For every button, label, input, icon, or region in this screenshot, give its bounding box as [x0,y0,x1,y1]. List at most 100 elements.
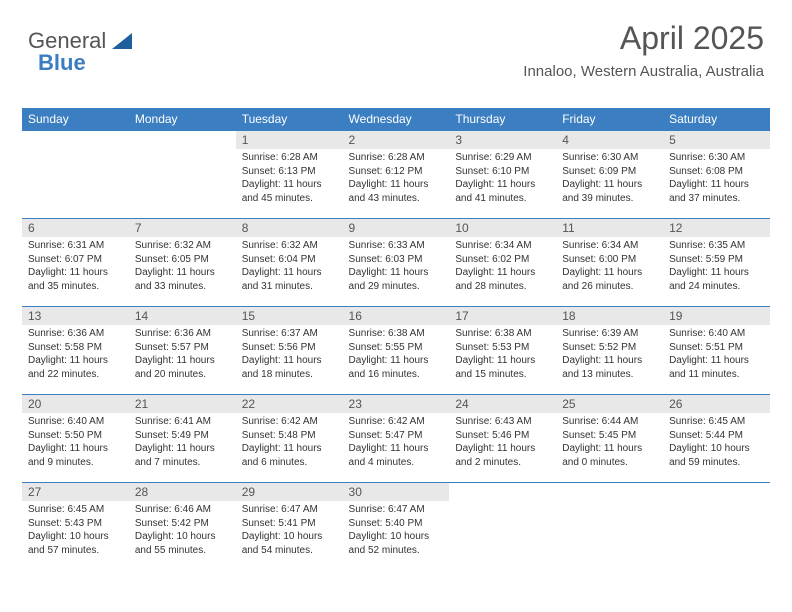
weekday-header: Tuesday [236,108,343,131]
weekday-header: Thursday [449,108,556,131]
day-details: Sunrise: 6:45 AMSunset: 5:44 PMDaylight:… [663,413,770,473]
day-number: 12 [663,219,770,237]
day-number: 22 [236,395,343,413]
day-number: 1 [236,131,343,149]
day-details: Sunrise: 6:39 AMSunset: 5:52 PMDaylight:… [556,325,663,385]
logo-text-2: Blue [38,50,86,76]
day-number: 5 [663,131,770,149]
day-details: Sunrise: 6:42 AMSunset: 5:47 PMDaylight:… [343,413,450,473]
weekday-header: Saturday [663,108,770,131]
calendar-day-cell: 21Sunrise: 6:41 AMSunset: 5:49 PMDayligh… [129,395,236,483]
day-number: 23 [343,395,450,413]
day-number: 28 [129,483,236,501]
day-number: 27 [22,483,129,501]
calendar-week-row: 13Sunrise: 6:36 AMSunset: 5:58 PMDayligh… [22,307,770,395]
day-details: Sunrise: 6:34 AMSunset: 6:02 PMDaylight:… [449,237,556,297]
calendar-day-cell: 10Sunrise: 6:34 AMSunset: 6:02 PMDayligh… [449,219,556,307]
calendar-day-cell: 15Sunrise: 6:37 AMSunset: 5:56 PMDayligh… [236,307,343,395]
day-number: 29 [236,483,343,501]
calendar-day-cell: 13Sunrise: 6:36 AMSunset: 5:58 PMDayligh… [22,307,129,395]
calendar-day-cell: 28Sunrise: 6:46 AMSunset: 5:42 PMDayligh… [129,483,236,571]
calendar-day-cell: 16Sunrise: 6:38 AMSunset: 5:55 PMDayligh… [343,307,450,395]
day-number: 2 [343,131,450,149]
calendar-day-cell: 6Sunrise: 6:31 AMSunset: 6:07 PMDaylight… [22,219,129,307]
day-details: Sunrise: 6:40 AMSunset: 5:51 PMDaylight:… [663,325,770,385]
day-number: 17 [449,307,556,325]
day-details: Sunrise: 6:32 AMSunset: 6:04 PMDaylight:… [236,237,343,297]
day-details: Sunrise: 6:47 AMSunset: 5:40 PMDaylight:… [343,501,450,561]
calendar-day-cell: 12Sunrise: 6:35 AMSunset: 5:59 PMDayligh… [663,219,770,307]
calendar-day-cell: 30Sunrise: 6:47 AMSunset: 5:40 PMDayligh… [343,483,450,571]
calendar-day-cell: 26Sunrise: 6:45 AMSunset: 5:44 PMDayligh… [663,395,770,483]
calendar-day-cell [449,483,556,571]
day-details: Sunrise: 6:44 AMSunset: 5:45 PMDaylight:… [556,413,663,473]
day-details: Sunrise: 6:41 AMSunset: 5:49 PMDaylight:… [129,413,236,473]
day-details: Sunrise: 6:38 AMSunset: 5:55 PMDaylight:… [343,325,450,385]
day-details: Sunrise: 6:36 AMSunset: 5:57 PMDaylight:… [129,325,236,385]
calendar-day-cell: 9Sunrise: 6:33 AMSunset: 6:03 PMDaylight… [343,219,450,307]
day-number: 9 [343,219,450,237]
calendar-week-row: 27Sunrise: 6:45 AMSunset: 5:43 PMDayligh… [22,483,770,571]
day-number: 10 [449,219,556,237]
day-number: 11 [556,219,663,237]
calendar-day-cell: 14Sunrise: 6:36 AMSunset: 5:57 PMDayligh… [129,307,236,395]
calendar-day-cell: 19Sunrise: 6:40 AMSunset: 5:51 PMDayligh… [663,307,770,395]
day-number: 7 [129,219,236,237]
calendar-day-cell: 2Sunrise: 6:28 AMSunset: 6:12 PMDaylight… [343,131,450,219]
day-details: Sunrise: 6:36 AMSunset: 5:58 PMDaylight:… [22,325,129,385]
calendar-day-cell: 17Sunrise: 6:38 AMSunset: 5:53 PMDayligh… [449,307,556,395]
calendar-day-cell: 5Sunrise: 6:30 AMSunset: 6:08 PMDaylight… [663,131,770,219]
calendar-day-cell: 11Sunrise: 6:34 AMSunset: 6:00 PMDayligh… [556,219,663,307]
calendar-day-cell: 3Sunrise: 6:29 AMSunset: 6:10 PMDaylight… [449,131,556,219]
day-details: Sunrise: 6:43 AMSunset: 5:46 PMDaylight:… [449,413,556,473]
calendar-day-cell [556,483,663,571]
day-number: 18 [556,307,663,325]
day-number: 13 [22,307,129,325]
calendar-day-cell [663,483,770,571]
calendar-day-cell: 1Sunrise: 6:28 AMSunset: 6:13 PMDaylight… [236,131,343,219]
day-number: 8 [236,219,343,237]
calendar-day-cell: 25Sunrise: 6:44 AMSunset: 5:45 PMDayligh… [556,395,663,483]
day-number: 30 [343,483,450,501]
calendar-day-cell: 22Sunrise: 6:42 AMSunset: 5:48 PMDayligh… [236,395,343,483]
day-details: Sunrise: 6:45 AMSunset: 5:43 PMDaylight:… [22,501,129,561]
calendar-day-cell: 24Sunrise: 6:43 AMSunset: 5:46 PMDayligh… [449,395,556,483]
calendar-table: SundayMondayTuesdayWednesdayThursdayFrid… [22,108,770,571]
calendar-day-cell: 18Sunrise: 6:39 AMSunset: 5:52 PMDayligh… [556,307,663,395]
calendar-day-cell: 29Sunrise: 6:47 AMSunset: 5:41 PMDayligh… [236,483,343,571]
day-number: 14 [129,307,236,325]
calendar-day-cell: 4Sunrise: 6:30 AMSunset: 6:09 PMDaylight… [556,131,663,219]
day-number: 26 [663,395,770,413]
day-number: 25 [556,395,663,413]
weekday-header: Wednesday [343,108,450,131]
day-details: Sunrise: 6:35 AMSunset: 5:59 PMDaylight:… [663,237,770,297]
day-details: Sunrise: 6:28 AMSunset: 6:13 PMDaylight:… [236,149,343,209]
calendar-day-cell: 7Sunrise: 6:32 AMSunset: 6:05 PMDaylight… [129,219,236,307]
calendar-day-cell [22,131,129,219]
day-number: 4 [556,131,663,149]
day-details: Sunrise: 6:29 AMSunset: 6:10 PMDaylight:… [449,149,556,209]
calendar-day-cell: 20Sunrise: 6:40 AMSunset: 5:50 PMDayligh… [22,395,129,483]
day-details: Sunrise: 6:30 AMSunset: 6:08 PMDaylight:… [663,149,770,209]
day-number: 21 [129,395,236,413]
calendar-week-row: 1Sunrise: 6:28 AMSunset: 6:13 PMDaylight… [22,131,770,219]
day-number: 19 [663,307,770,325]
day-details: Sunrise: 6:38 AMSunset: 5:53 PMDaylight:… [449,325,556,385]
day-details: Sunrise: 6:33 AMSunset: 6:03 PMDaylight:… [343,237,450,297]
day-details: Sunrise: 6:40 AMSunset: 5:50 PMDaylight:… [22,413,129,473]
day-number: 6 [22,219,129,237]
logo-triangle-icon [112,33,132,49]
day-number: 24 [449,395,556,413]
calendar-body: 1Sunrise: 6:28 AMSunset: 6:13 PMDaylight… [22,131,770,571]
page-subtitle: Innaloo, Western Australia, Australia [523,63,764,80]
day-details: Sunrise: 6:47 AMSunset: 5:41 PMDaylight:… [236,501,343,561]
day-details: Sunrise: 6:30 AMSunset: 6:09 PMDaylight:… [556,149,663,209]
calendar-day-cell: 23Sunrise: 6:42 AMSunset: 5:47 PMDayligh… [343,395,450,483]
day-details: Sunrise: 6:34 AMSunset: 6:00 PMDaylight:… [556,237,663,297]
header: April 2025 Innaloo, Western Australia, A… [523,20,764,80]
calendar-day-cell [129,131,236,219]
day-details: Sunrise: 6:28 AMSunset: 6:12 PMDaylight:… [343,149,450,209]
day-number: 20 [22,395,129,413]
day-details: Sunrise: 6:46 AMSunset: 5:42 PMDaylight:… [129,501,236,561]
calendar-day-cell: 27Sunrise: 6:45 AMSunset: 5:43 PMDayligh… [22,483,129,571]
